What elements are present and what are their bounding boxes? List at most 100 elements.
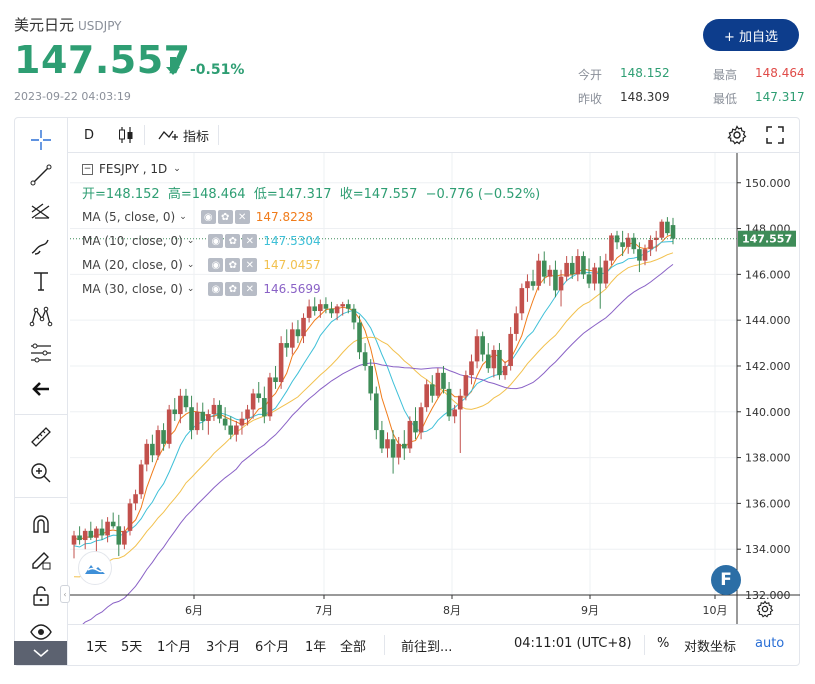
ma5-controls[interactable]: ◉ ✿ ✕: [200, 210, 250, 224]
candle-body: [245, 409, 250, 419]
back-arrow-icon[interactable]: [26, 374, 56, 404]
price-tick-label: 132.000: [745, 589, 791, 602]
range-1m[interactable]: 1个月: [157, 640, 192, 655]
pattern-icon[interactable]: [26, 302, 56, 332]
unlock-icon[interactable]: [26, 581, 56, 611]
candle-body: [362, 352, 368, 366]
candle-body: [217, 404, 222, 419]
zoom-in-icon[interactable]: [26, 458, 56, 488]
mountain-logo-icon: [85, 565, 106, 574]
eye-icon[interactable]: ◉: [208, 234, 224, 248]
range-6m[interactable]: 6个月: [255, 640, 290, 655]
divider-2: [218, 125, 219, 145]
ma30-legend[interactable]: MA (30, close, 0) ⌄ ◉ ✿ ✕ 146.5699: [82, 281, 321, 297]
divider: [384, 635, 385, 655]
range-all[interactable]: 全部: [340, 640, 367, 655]
price-chart[interactable]: 150.000148.000146.000144.000142.000140.0…: [68, 153, 800, 624]
candle-body: [659, 221, 665, 238]
indicators-button[interactable]: 指标: [152, 121, 214, 149]
crosshair-icon[interactable]: [26, 125, 56, 155]
fullscreen-icon[interactable]: [762, 121, 788, 149]
pitchfork-icon[interactable]: [26, 195, 56, 225]
ma5-legend[interactable]: MA (5, close, 0) ⌄ ◉ ✿ ✕ 147.8228: [82, 209, 313, 225]
candle-body: [390, 439, 396, 458]
text-tool-icon[interactable]: [26, 266, 56, 296]
ma20-label: MA (20, close, 0): [82, 258, 183, 272]
candle-body: [401, 443, 407, 449]
ma30-controls[interactable]: ◉ ✿ ✕: [208, 282, 258, 296]
goto-date-button[interactable]: 前往到...: [401, 640, 453, 655]
candle-body: [569, 262, 575, 275]
timezone-clock[interactable]: 04:11:01 (UTC+8): [514, 636, 632, 651]
candle-body: [144, 443, 150, 465]
interval-selector[interactable]: D: [83, 127, 94, 143]
candle-body: [525, 281, 530, 289]
candle-body: [435, 372, 441, 396]
range-5d[interactable]: 5天: [121, 640, 143, 655]
gear-icon[interactable]: ✿: [217, 210, 233, 224]
candle-body: [457, 395, 463, 410]
indicators-label: 指标: [182, 129, 209, 145]
candle-body: [234, 425, 239, 435]
visibility-eye-icon[interactable]: [26, 617, 56, 647]
collapse-legend-icon[interactable]: −: [82, 163, 93, 175]
gear-icon[interactable]: ✿: [225, 258, 241, 272]
candle-body: [284, 343, 290, 348]
close-icon[interactable]: ✕: [242, 282, 258, 296]
trend-line-icon[interactable]: [26, 160, 56, 190]
chevron-down-icon: ⌄: [179, 212, 187, 222]
time-tick-label: 7月: [315, 604, 333, 617]
eye-icon[interactable]: ◉: [208, 282, 224, 296]
candle-body: [530, 281, 536, 286]
high-label: 最高: [713, 68, 738, 82]
range-1d[interactable]: 1天: [86, 640, 108, 655]
open-value: 148.152: [620, 66, 670, 80]
eye-icon[interactable]: ◉: [208, 258, 224, 272]
gear-icon[interactable]: ✿: [225, 282, 241, 296]
gear-icon[interactable]: ✿: [225, 234, 241, 248]
percent-toggle[interactable]: %: [657, 636, 670, 651]
range-1y[interactable]: 1年: [305, 640, 327, 655]
candle-body: [122, 530, 127, 545]
log-scale-toggle[interactable]: 对数坐标: [684, 640, 737, 655]
instrument-name: 美元日元: [14, 16, 75, 34]
ma10-legend[interactable]: MA (10, close, 0) ⌄ ◉ ✿ ✕ 147.5304: [82, 233, 321, 249]
toolbar-collapse-button[interactable]: [14, 641, 67, 665]
range-3m[interactable]: 3个月: [206, 640, 241, 655]
ma10-controls[interactable]: ◉ ✿ ✕: [208, 234, 258, 248]
ma20-legend[interactable]: MA (20, close, 0) ⌄ ◉ ✿ ✕ 147.0457: [82, 257, 321, 273]
ma10-value: 147.5304: [263, 234, 321, 248]
ma20-value: 147.0457: [263, 258, 321, 272]
chart-logo-button[interactable]: [78, 551, 112, 585]
candle-body: [653, 237, 659, 241]
f-badge-icon[interactable]: F: [711, 565, 741, 595]
candle-body: [385, 439, 390, 449]
legend-symbol: FESJPY , 1D: [99, 162, 168, 176]
candle-body: [648, 240, 653, 250]
fib-icon[interactable]: [26, 338, 56, 368]
candle-body: [581, 256, 586, 275]
draw-lock-pencil-icon[interactable]: [26, 545, 56, 575]
auto-scale-toggle[interactable]: auto: [755, 636, 785, 651]
ma30-line: [82, 264, 674, 624]
settings-gear-icon[interactable]: [724, 121, 750, 149]
magnet-icon[interactable]: [26, 509, 56, 539]
close-icon[interactable]: ✕: [242, 258, 258, 272]
chevron-down-icon[interactable]: ⌄: [173, 164, 181, 174]
close-icon[interactable]: ✕: [242, 234, 258, 248]
add-watchlist-button[interactable]: + 加自选: [703, 19, 799, 51]
candle-body: [513, 313, 519, 334]
candle-body: [558, 276, 564, 291]
candle-type-icon[interactable]: [114, 121, 138, 149]
chevron-down-icon: ⌄: [186, 284, 195, 294]
candle-body: [228, 425, 234, 435]
candle-body: [256, 393, 262, 399]
axis-settings-gear-icon[interactable]: [756, 600, 776, 620]
candle-body: [597, 267, 603, 284]
brush-icon[interactable]: [26, 230, 56, 260]
ruler-icon[interactable]: [26, 422, 56, 452]
eye-icon[interactable]: ◉: [200, 210, 216, 224]
ma20-controls[interactable]: ◉ ✿ ✕: [208, 258, 258, 272]
toolbar-expand-handle[interactable]: ‹: [60, 585, 70, 603]
close-icon[interactable]: ✕: [234, 210, 250, 224]
